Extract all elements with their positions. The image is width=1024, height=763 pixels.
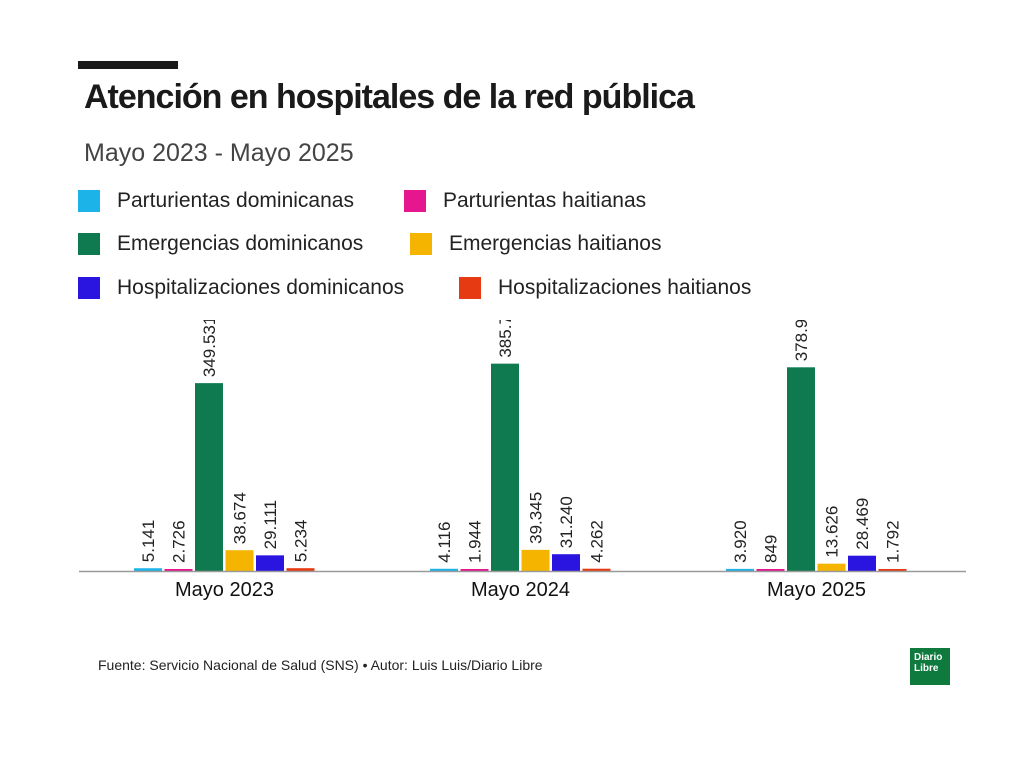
data-label: 3.920 xyxy=(731,520,750,563)
x-tick-label: Mayo 2023 xyxy=(175,579,274,601)
x-tick-label: Mayo 2024 xyxy=(471,579,570,601)
legend-label: Hospitalizaciones haitianos xyxy=(498,276,752,299)
legend-label: Hospitalizaciones dominicanos xyxy=(117,276,405,299)
legend-item-hospitalizaciones-dominicanos: Hospitalizaciones dominicanos xyxy=(78,276,404,300)
title-accent-bar xyxy=(78,61,178,69)
legend-swatch xyxy=(78,277,100,299)
legend-swatch xyxy=(410,233,432,255)
diario-libre-logo: Diario Libre xyxy=(910,648,950,685)
bar xyxy=(164,569,193,571)
data-label: 1.792 xyxy=(884,520,903,563)
bar xyxy=(460,569,489,571)
bar xyxy=(848,555,876,571)
legend-label: Parturientas haitianas xyxy=(443,189,647,212)
bar xyxy=(787,367,815,571)
data-label: 4.262 xyxy=(588,520,607,563)
data-label: 29.111 xyxy=(261,500,280,549)
legend-swatch xyxy=(78,233,100,255)
bar xyxy=(225,550,254,571)
data-label: 28.469 xyxy=(853,498,872,550)
legend-swatch xyxy=(404,190,426,212)
data-label: 4.116 xyxy=(435,522,454,563)
bar xyxy=(195,383,223,571)
chart-title: Atención en hospitales de la red pública xyxy=(84,78,695,116)
bar xyxy=(582,568,611,571)
data-label: 5.141 xyxy=(139,520,158,563)
legend-label: Parturientas dominicanas xyxy=(117,189,354,212)
data-label: 378.978 xyxy=(792,320,811,361)
bar xyxy=(256,555,284,571)
data-label: 849 xyxy=(762,535,781,563)
legend-item-parturientas-dominicanas: Parturientas dominicanas xyxy=(78,189,354,213)
x-tick-label: Mayo 2025 xyxy=(767,579,866,601)
bar xyxy=(878,569,907,571)
bar xyxy=(552,554,580,571)
legend-item-emergencias-dominicanos: Emergencias dominicanos xyxy=(78,232,363,256)
data-label: 1.944 xyxy=(466,520,485,563)
legend-swatch xyxy=(78,190,100,212)
bar xyxy=(134,568,162,571)
legend: Parturientas dominicanas Parturientas ha… xyxy=(0,0,1024,320)
bar xyxy=(286,568,315,571)
data-label: 385.768 xyxy=(496,320,515,358)
data-label: 31.240 xyxy=(557,496,576,548)
bar-group: 5.141 2.726 349.531 38.674 29.111 5.234 xyxy=(134,320,315,571)
legend-label: Emergencias dominicanos xyxy=(117,232,364,255)
data-label: 349.531 xyxy=(200,320,219,377)
legend-swatch xyxy=(459,277,481,299)
bar xyxy=(430,568,458,571)
source-note: Fuente: Servicio Nacional de Salud (SNS)… xyxy=(98,657,543,673)
legend-item-parturientas-haitianas: Parturientas haitianas xyxy=(404,189,646,213)
data-label: 38.674 xyxy=(231,492,250,544)
bar xyxy=(521,549,550,571)
data-label: 5.234 xyxy=(292,520,311,563)
logo-text-line2: Libre xyxy=(914,663,939,674)
bar-chart: 5.141 2.726 349.531 38.674 29.111 5.234 Mayo 2… xyxy=(79,320,966,601)
bar xyxy=(726,568,754,571)
legend-label: Emergencias haitianos xyxy=(449,232,662,255)
chart-subtitle: Mayo 2023 - Mayo 2025 xyxy=(84,139,354,167)
logo-text-line1: Diario xyxy=(914,652,943,663)
bar xyxy=(756,569,785,571)
bar xyxy=(817,563,846,571)
bar xyxy=(491,363,519,571)
legend-item-hospitalizaciones-haitianos: Hospitalizaciones haitianos xyxy=(459,276,751,300)
data-label: 13.626 xyxy=(823,506,842,558)
data-label: 2.726 xyxy=(170,520,189,563)
bar-group: 3.920 849 378.978 13.626 28.469 1.792 xyxy=(726,320,907,571)
data-label: 39.345 xyxy=(527,492,546,544)
bar-group: 4.116 1.944 385.768 39.345 31.240 4.262 xyxy=(430,320,611,571)
legend-item-emergencias-haitianos: Emergencias haitianos xyxy=(410,232,661,256)
